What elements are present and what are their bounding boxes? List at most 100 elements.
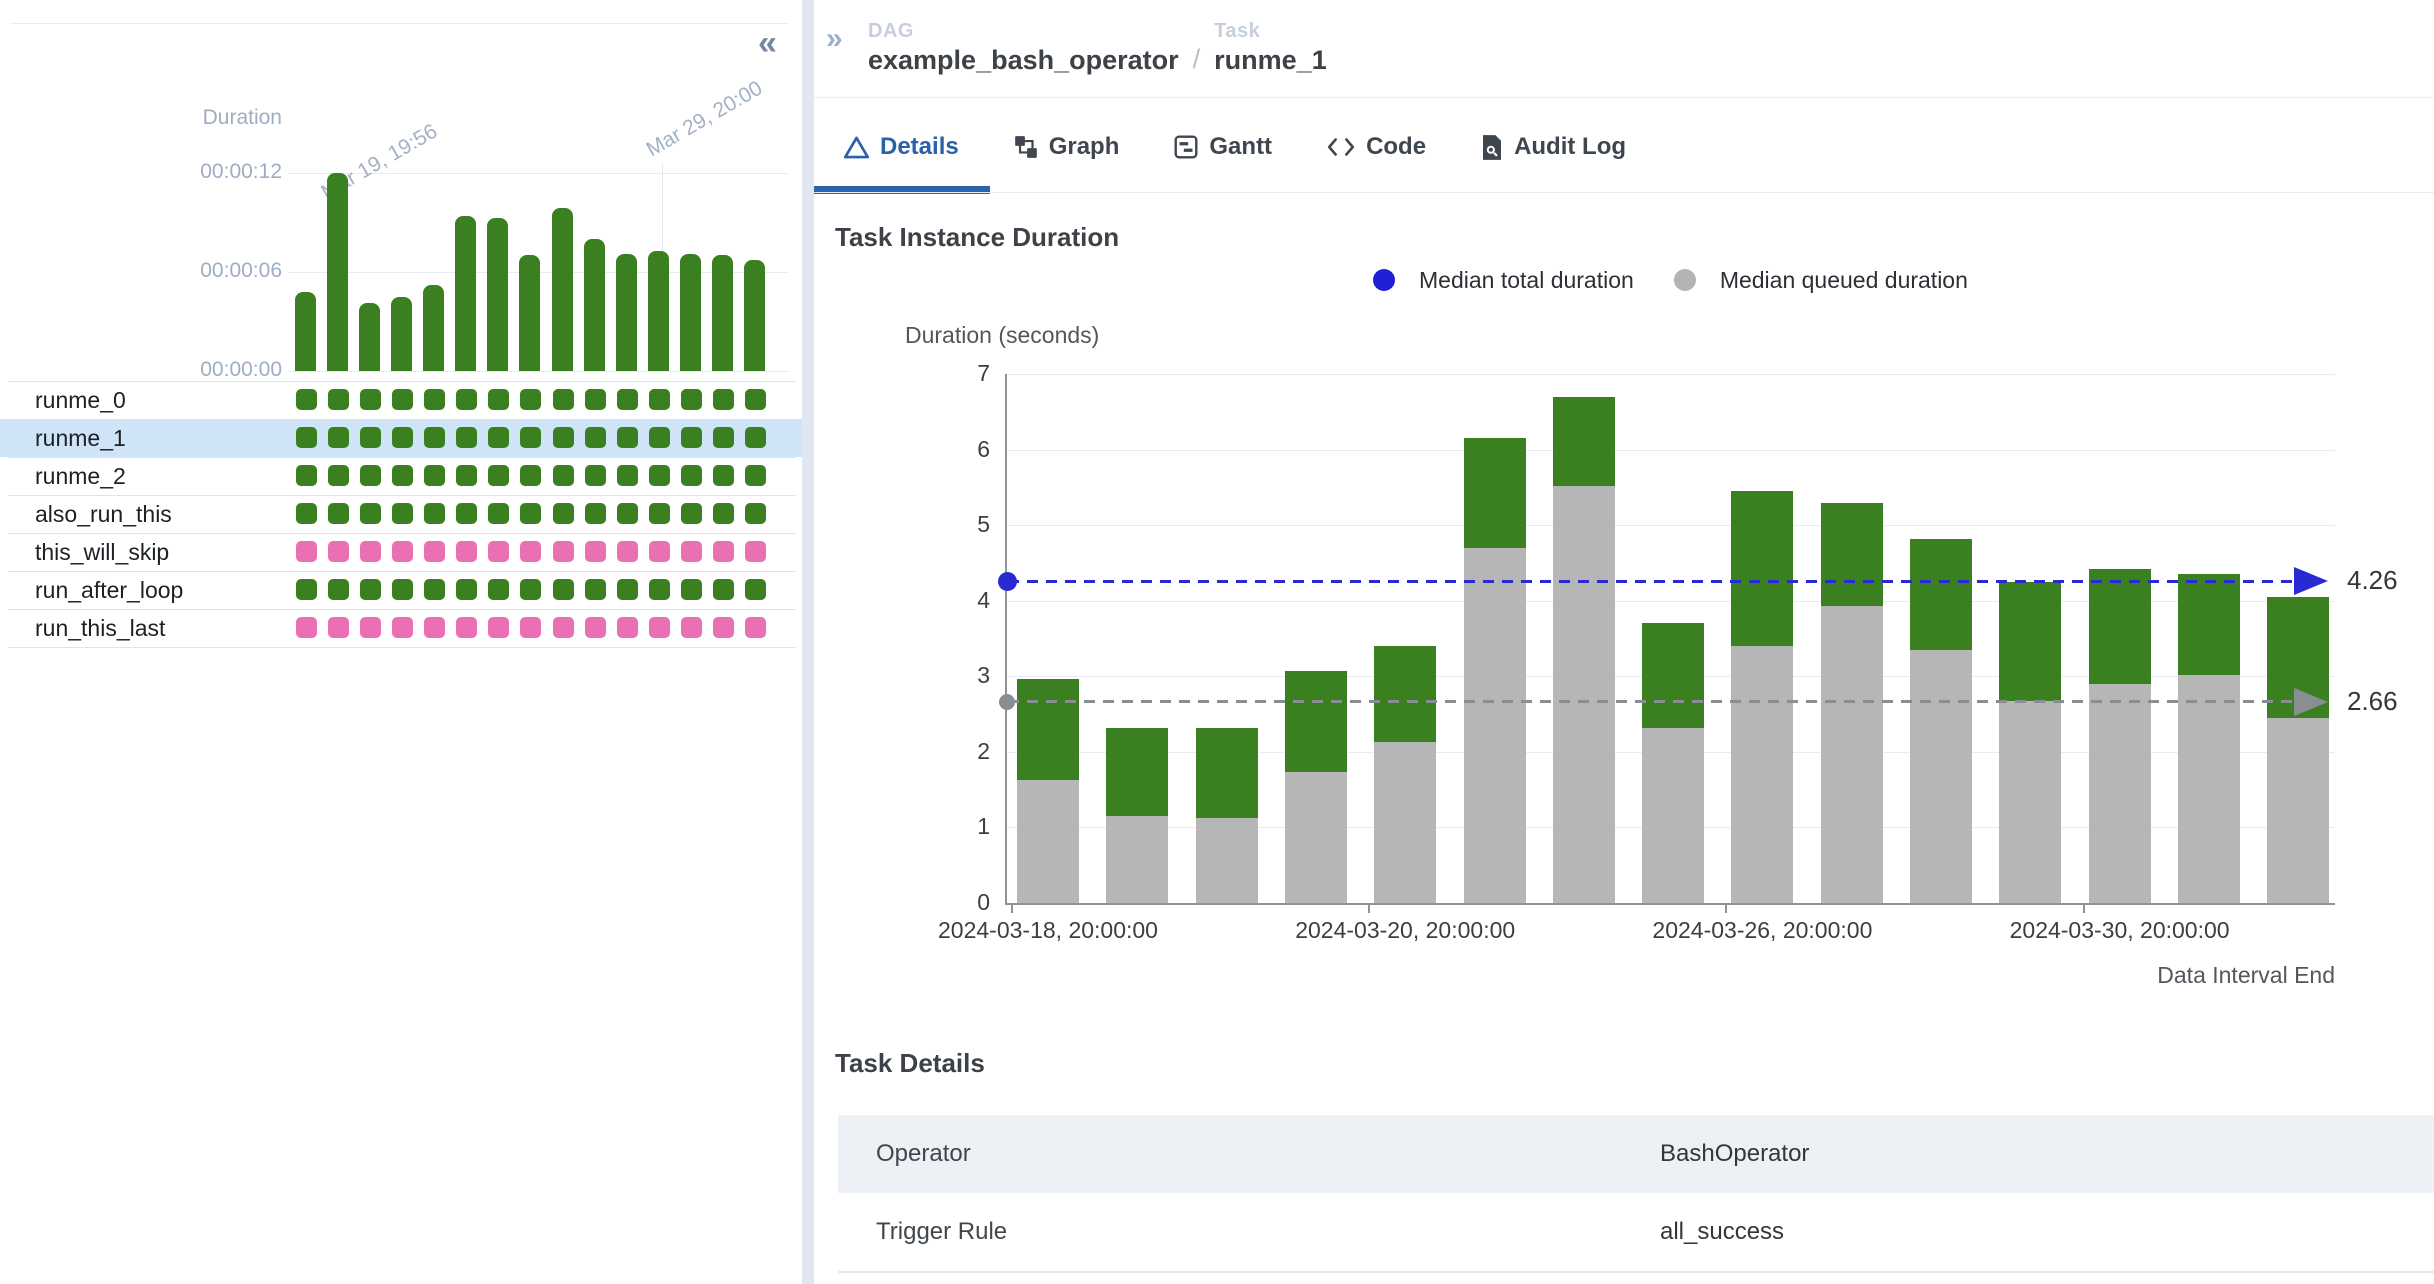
bar-queued-duration-segment[interactable] [1106, 816, 1169, 903]
task-instance-square[interactable] [552, 541, 574, 562]
bar-queued-duration-segment[interactable] [1552, 485, 1615, 903]
task-instance-square[interactable] [328, 465, 350, 486]
task-instance-square[interactable] [520, 617, 542, 638]
task-name-label[interactable]: runme_0 [35, 387, 126, 413]
task-instance-square[interactable] [296, 389, 317, 410]
task-instance-square[interactable] [616, 503, 638, 524]
task-instance-square[interactable] [488, 389, 510, 410]
task-instance-square[interactable] [456, 579, 478, 600]
task-grid-row[interactable]: runme_2 [0, 457, 802, 495]
tab-code[interactable]: Code [1326, 133, 1426, 161]
task-instance-square[interactable] [296, 503, 317, 524]
task-grid-row[interactable]: run_this_last [0, 609, 802, 647]
bar-total-duration-segment[interactable] [1910, 538, 1972, 650]
task-instance-square[interactable] [424, 541, 446, 562]
dag-run-duration-bar[interactable] [295, 292, 316, 371]
task-instance-square[interactable] [456, 503, 478, 524]
task-instance-square[interactable] [488, 541, 510, 562]
dag-name-link[interactable]: example_bash_operator [868, 45, 1179, 75]
task-instance-square[interactable] [552, 617, 574, 638]
task-name-label[interactable]: run_this_last [35, 615, 166, 641]
task-instance-square[interactable] [328, 427, 350, 448]
task-instance-square[interactable] [392, 579, 414, 600]
task-instance-square[interactable] [360, 503, 382, 524]
bar-queued-duration-segment[interactable] [1820, 606, 1883, 903]
tab-audit-log[interactable]: Audit Log [1480, 133, 1626, 161]
task-instance-square[interactable] [360, 427, 382, 448]
bar-total-duration-segment[interactable] [1820, 502, 1883, 606]
task-instance-square[interactable] [680, 579, 702, 600]
task-instance-square[interactable] [392, 541, 414, 562]
task-instance-square[interactable] [648, 579, 670, 600]
dag-run-duration-bar[interactable] [743, 260, 765, 371]
bar-total-duration-segment[interactable] [1463, 438, 1526, 548]
task-instance-square[interactable] [552, 579, 574, 600]
task-instance-square[interactable] [680, 541, 702, 562]
task-instance-square[interactable] [488, 579, 510, 600]
task-instance-square[interactable] [424, 389, 446, 410]
task-instance-square[interactable] [616, 427, 638, 448]
tab-gantt[interactable]: Gantt [1173, 133, 1272, 161]
task-instance-square[interactable] [744, 389, 766, 410]
task-instance-square[interactable] [424, 503, 446, 524]
bar-total-duration-segment[interactable] [1642, 623, 1705, 728]
task-instance-square[interactable] [456, 617, 478, 638]
task-instance-square[interactable] [648, 389, 670, 410]
task-instance-square[interactable] [392, 465, 414, 486]
task-name-label[interactable]: runme_1 [35, 425, 126, 451]
task-instance-square[interactable] [488, 617, 510, 638]
dag-run-duration-bar[interactable] [551, 208, 573, 371]
bar-queued-duration-segment[interactable] [2267, 717, 2330, 904]
task-instance-square[interactable] [392, 617, 414, 638]
task-name-link[interactable]: runme_1 [1214, 45, 1327, 75]
task-instance-square[interactable] [360, 389, 382, 410]
task-instance-square[interactable] [680, 465, 702, 486]
dag-run-duration-bar[interactable] [679, 254, 701, 371]
task-instance-square[interactable] [488, 503, 510, 524]
task-instance-square[interactable] [744, 541, 766, 562]
task-instance-square[interactable] [584, 465, 606, 486]
task-instance-square[interactable] [424, 579, 446, 600]
task-instance-square[interactable] [488, 465, 510, 486]
task-instance-square[interactable] [520, 465, 542, 486]
panel-divider[interactable] [802, 0, 814, 1284]
task-instance-square[interactable] [296, 427, 317, 448]
task-instance-square[interactable] [584, 579, 606, 600]
task-instance-square[interactable] [616, 465, 638, 486]
task-instance-square[interactable] [616, 617, 638, 638]
bar-total-duration-segment[interactable] [1017, 678, 1079, 780]
task-instance-square[interactable] [584, 617, 606, 638]
bar-total-duration-segment[interactable] [1999, 581, 2062, 702]
bar-queued-duration-segment[interactable] [1463, 547, 1526, 903]
task-instance-square[interactable] [328, 541, 350, 562]
task-instance-square[interactable] [296, 541, 317, 562]
task-instance-square[interactable] [520, 579, 542, 600]
task-instance-square[interactable] [648, 503, 670, 524]
task-instance-square[interactable] [392, 503, 414, 524]
task-instance-square[interactable] [520, 503, 542, 524]
bar-total-duration-segment[interactable] [2088, 569, 2151, 684]
dag-run-duration-bar[interactable] [359, 303, 381, 371]
task-instance-square[interactable] [328, 389, 350, 410]
tab-graph[interactable]: Graph [1013, 133, 1119, 161]
task-instance-square[interactable] [392, 389, 414, 410]
task-instance-square[interactable] [456, 389, 478, 410]
bar-queued-duration-segment[interactable] [2177, 674, 2240, 903]
task-instance-square[interactable] [744, 579, 766, 600]
task-instance-square[interactable] [680, 427, 702, 448]
tab-details[interactable]: Details [843, 133, 959, 161]
task-grid-row[interactable]: runme_1 [0, 419, 802, 457]
dag-run-duration-bar[interactable] [583, 239, 605, 371]
dag-run-duration-bar[interactable] [327, 173, 349, 371]
task-grid-row[interactable]: run_after_loop [0, 571, 802, 609]
bar-queued-duration-segment[interactable] [1999, 701, 2062, 903]
dag-run-duration-bar[interactable] [455, 216, 477, 371]
bar-queued-duration-segment[interactable] [2088, 683, 2151, 903]
task-instance-square[interactable] [360, 617, 382, 638]
task-instance-square[interactable] [616, 389, 638, 410]
bar-total-duration-segment[interactable] [1284, 671, 1347, 773]
task-instance-square[interactable] [520, 389, 542, 410]
task-instance-square[interactable] [712, 617, 734, 638]
dag-run-duration-bar[interactable] [391, 297, 413, 371]
task-instance-square[interactable] [424, 427, 446, 448]
